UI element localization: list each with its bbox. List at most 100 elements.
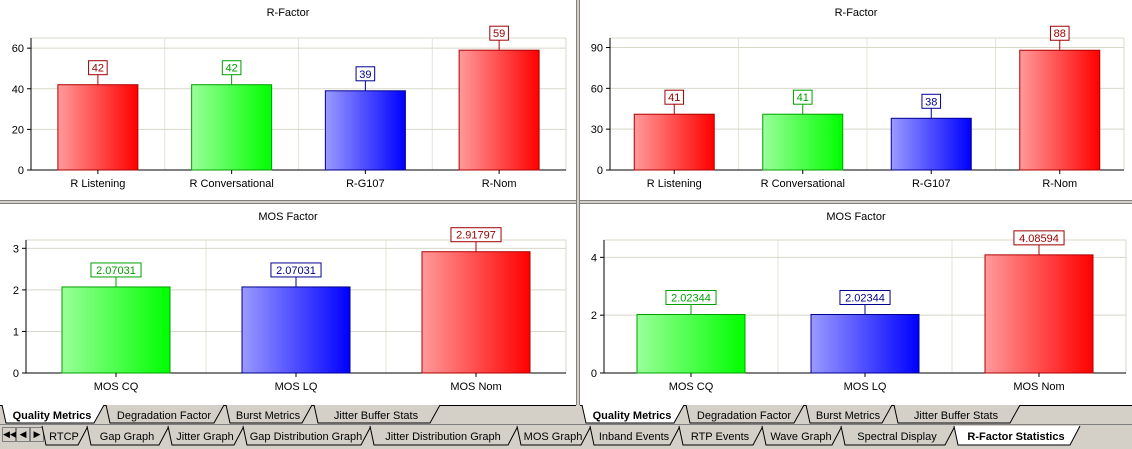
right-subtab-tab-label: Burst Metrics	[816, 410, 881, 422]
left-mos-chart: MOS Factor 0 1 2 3 2.07031 MOS CQ 2.07031 MOS LQ…	[13, 211, 567, 393]
bottom-tab-1[interactable]: Gap Graph	[86, 425, 170, 446]
left-rfactor-bar[interactable]	[324, 90, 406, 171]
right-subtab-tab-shape	[893, 405, 1021, 424]
right-rfactor-bar[interactable]	[762, 113, 844, 171]
bottom-tab-shape	[953, 425, 1081, 446]
left-mos-bar[interactable]	[241, 286, 351, 374]
left-rfactor-bar[interactable]	[191, 84, 273, 171]
right-mos-bar[interactable]	[810, 313, 920, 374]
bottom-tab-4[interactable]: Jitter Distribution Graph	[369, 425, 519, 446]
bottom-tab-shape	[589, 425, 681, 446]
left-rfactor-chart: R-Factor 0 20 40 60 42 R Listening 42 R Conversa…	[12, 7, 567, 190]
right-rfactor-ytick-label: 0	[597, 165, 603, 177]
vertical-splitter[interactable]	[576, 0, 580, 405]
bottom-tab-shape	[86, 425, 170, 446]
left-rfactor-title: R-Factor	[267, 7, 310, 19]
bottom-tab-10[interactable]: R-Factor Statistics	[953, 425, 1081, 446]
left-rfactor-bar[interactable]	[458, 49, 540, 171]
right-subtab-tab-label: Jitter Buffer Stats	[914, 410, 999, 422]
left-subtab-tab-label: Degradation Factor	[117, 410, 211, 422]
right-subtabs: Quality Metrics Degradation Factor Burst M…	[580, 405, 1132, 424]
bottom-tab-label: R-Factor Statistics	[967, 431, 1064, 443]
right-rfactor-ytick-label: 90	[591, 43, 603, 55]
right-mos-bar[interactable]	[984, 254, 1094, 374]
right-rfactor-bar[interactable]	[633, 113, 715, 171]
left-mos-bar[interactable]	[61, 286, 171, 374]
bottom-tab-0[interactable]: RTCP	[41, 425, 89, 446]
bottom-tab-shape	[242, 425, 372, 446]
left-rfactor-ytick-label: 0	[18, 165, 24, 177]
right-subtab-tab-3[interactable]: Jitter Buffer Stats	[893, 405, 1021, 424]
left-horizontal-splitter[interactable]	[0, 200, 576, 204]
right-mos-xtick-label: MOS CQ	[669, 381, 714, 393]
left-mos-title: MOS Factor	[258, 211, 318, 223]
right-rfactor-data-label: 38	[925, 96, 937, 108]
bottom-tab-shape	[167, 425, 245, 446]
right-subtab-tab-2[interactable]: Burst Metrics	[805, 405, 893, 424]
right-mos-panel: MOS Factor 0 2 4 2.02344 MOS CQ 2.02344 MOS LQ 4…	[580, 204, 1132, 405]
left-mos-ytick-label: 2	[13, 285, 19, 297]
right-subtab-tab-shape	[581, 405, 685, 424]
right-rfactor-bar[interactable]	[1019, 49, 1101, 171]
left-subtab-tab-shape	[105, 405, 225, 424]
bottom-tab-shape	[369, 425, 519, 446]
left-mos-data-label-box	[450, 227, 502, 243]
left-mos-data-label: 2.91797	[456, 230, 496, 242]
scroll-first-icon[interactable]: ◀◀	[2, 427, 17, 442]
right-mos-data-label-box	[839, 289, 891, 305]
right-subtab-tab-1[interactable]: Degradation Factor	[685, 405, 805, 424]
right-mos-title: MOS Factor	[826, 211, 886, 223]
bottom-tab-6[interactable]: Inband Events	[589, 425, 681, 446]
bottom-tab-3[interactable]: Gap Distribution Graph	[242, 425, 372, 446]
left-rfactor-data-label: 42	[92, 63, 104, 75]
left-rfactor-xtick-label: R Listening	[70, 178, 125, 190]
bottom-tab-5[interactable]: MOS Graph	[516, 425, 592, 446]
right-subtab-tab-0[interactable]: Quality Metrics	[581, 405, 685, 424]
left-mos-ytick-label: 3	[13, 243, 19, 255]
right-rfactor-bar[interactable]	[890, 117, 972, 171]
right-subtab-tab-label: Degradation Factor	[697, 410, 791, 422]
bottom-tab-7[interactable]: RTP Events	[678, 425, 764, 446]
right-subtab-tab-shape	[805, 405, 893, 424]
right-horizontal-splitter[interactable]	[580, 200, 1132, 204]
scroll-left-icon[interactable]: ◀	[16, 427, 30, 442]
bottom-tab-label: Wave Graph	[770, 431, 831, 443]
right-mos-xtick-label: MOS LQ	[844, 381, 887, 393]
left-subtab-tab-2[interactable]: Burst Metrics	[225, 405, 313, 424]
left-subtab-strip: Quality Metrics Degradation Factor Burst M…	[0, 405, 576, 424]
right-rfactor-chart: R-Factor 0 30 60 90 41 R Listening 41 R Conversa…	[591, 7, 1125, 190]
left-rfactor-ytick-label: 40	[12, 84, 24, 96]
right-rfactor-data-label: 41	[668, 92, 680, 104]
right-rfactor-title: R-Factor	[835, 7, 878, 19]
bottom-tab-label: MOS Graph	[524, 431, 583, 443]
bottom-tab-label: Jitter Distribution Graph	[385, 431, 501, 443]
bottom-tab-shape	[840, 425, 956, 446]
right-mos-bar[interactable]	[636, 313, 746, 374]
left-rfactor-ytick-label: 20	[12, 124, 24, 136]
left-mos-xtick-label: MOS LQ	[275, 381, 318, 393]
left-mos-data-label-box	[90, 262, 142, 278]
left-mos-data-label-box	[270, 262, 322, 278]
left-mos-xtick-label: MOS Nom	[450, 381, 501, 393]
left-rfactor-data-label: 39	[359, 69, 371, 81]
bottom-tab-8[interactable]: Wave Graph	[761, 425, 843, 446]
left-mos-xtick-label: MOS CQ	[94, 381, 139, 393]
bottom-tab-shape	[678, 425, 764, 446]
left-rfactor-bar[interactable]	[57, 84, 139, 171]
left-mos-bar[interactable]	[421, 251, 531, 374]
bottom-tab-2[interactable]: Jitter Graph	[167, 425, 245, 446]
right-rfactor-panel: R-Factor 0 30 60 90 41 R Listening 41 R Conversa…	[580, 0, 1132, 200]
right-rfactor-xtick-label: R Conversational	[761, 178, 845, 190]
bottom-tab-bar: ◀◀ ◀ ▶ RTCP Gap Graph Jitter Graph Gap Dist…	[0, 424, 1132, 448]
left-subtab-tab-0[interactable]: Quality Metrics	[1, 405, 105, 424]
left-rfactor-data-label-box	[88, 60, 108, 76]
right-mos-data-label: 2.02344	[845, 292, 885, 304]
right-rfactor-xtick-label: R-Nom	[1042, 178, 1077, 190]
left-subtab-tab-3[interactable]: Jitter Buffer Stats	[313, 405, 441, 424]
left-rfactor-data-label: 42	[226, 63, 238, 75]
left-subtab-tab-label: Jitter Buffer Stats	[334, 410, 419, 422]
right-rfactor-ytick-label: 30	[591, 124, 603, 136]
left-subtab-tab-1[interactable]: Degradation Factor	[105, 405, 225, 424]
bottom-tab-shape	[516, 425, 592, 446]
bottom-tab-9[interactable]: Spectral Display	[840, 425, 956, 446]
